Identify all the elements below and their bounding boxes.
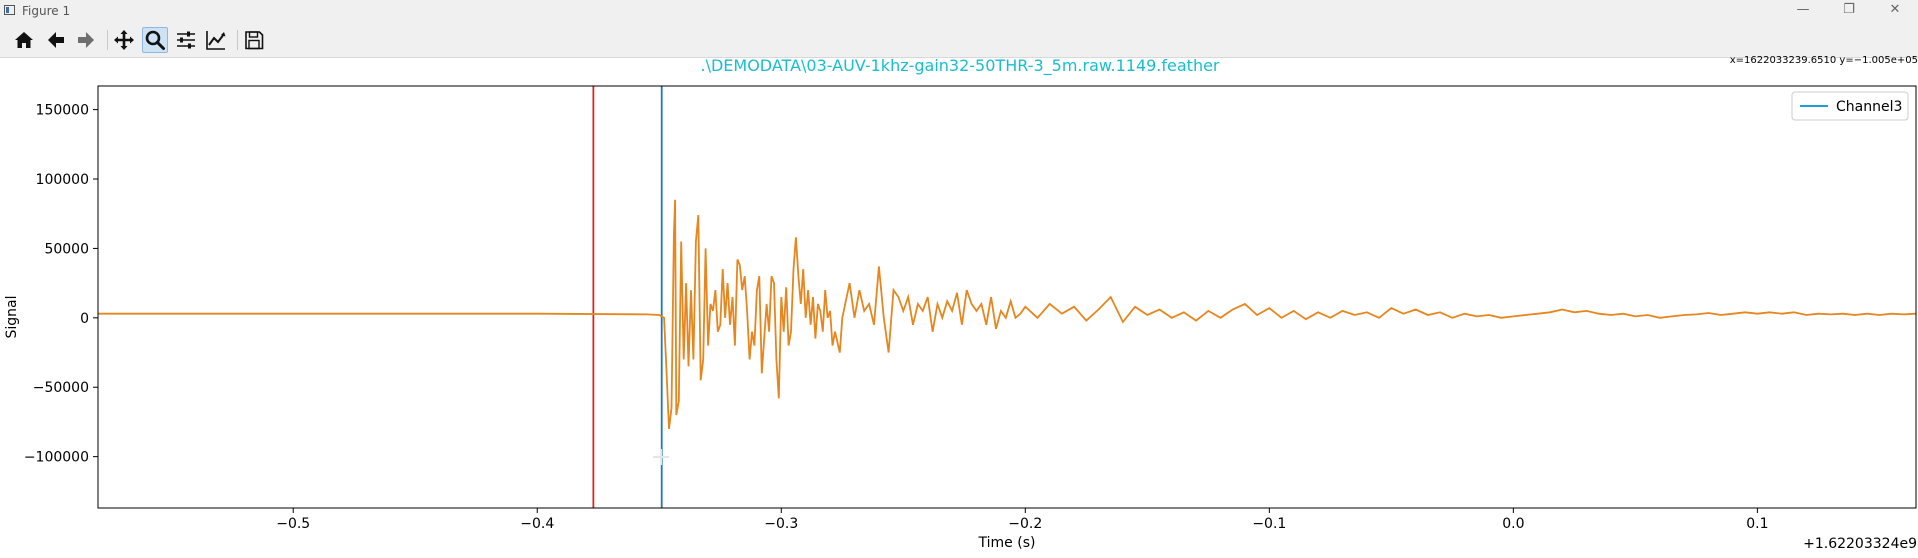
configure-subplots-button[interactable] — [173, 27, 199, 53]
y-axis-ticks: −100000 −50000 0 50000 100000 150000 — [24, 103, 98, 466]
plot-axes[interactable] — [97, 85, 1917, 509]
window-title: Figure 1 — [22, 4, 71, 18]
zoom-crosshair-cursor — [653, 449, 669, 465]
floppy-disk-icon — [245, 31, 264, 50]
y-axis-label: Signal — [4, 295, 20, 338]
magnifier-icon — [145, 30, 165, 50]
forward-button[interactable] — [73, 27, 99, 53]
arrow-right-icon — [78, 32, 94, 48]
x-tick-label: −0.2 — [1008, 516, 1042, 532]
close-button[interactable]: ✕ — [1889, 2, 1901, 17]
pan-button[interactable] — [111, 27, 137, 53]
x-tick-label: 0.0 — [1502, 516, 1524, 532]
x-tick-label: −0.5 — [276, 516, 310, 532]
toolbar-separator — [237, 30, 238, 50]
y-tick-label: 0 — [80, 311, 89, 327]
figure-canvas[interactable]: .\DEMODATA\03-AUV-1khz-gain32-50THR-3_5m… — [0, 58, 1918, 558]
channel3-signal-line — [98, 199, 1917, 430]
chart-title: .\DEMODATA\03-AUV-1khz-gain32-50THR-3_5m… — [700, 58, 1219, 76]
move-icon — [114, 30, 134, 50]
y-tick-label: 100000 — [36, 172, 89, 188]
x-tick-label: −0.1 — [1252, 516, 1286, 532]
figure-app-icon — [4, 5, 15, 15]
sliders-icon — [177, 31, 195, 49]
y-tick-label: −100000 — [24, 450, 89, 466]
x-tick-label: −0.3 — [764, 516, 798, 532]
legend: Channel3 — [1791, 91, 1909, 121]
window-titlebar: Figure 1 — ❐ ✕ — [0, 0, 1918, 22]
x-axis-label: Time (s) — [978, 535, 1036, 551]
y-tick-label: 50000 — [44, 241, 89, 257]
toolbar-separator — [107, 30, 108, 50]
legend-label: Channel3 — [1836, 99, 1902, 115]
minimize-button[interactable]: — — [1796, 2, 1810, 17]
x-axis-offset-text: +1.62203324e9 — [1803, 536, 1917, 552]
zoom-button[interactable] — [142, 27, 168, 53]
save-button[interactable] — [241, 27, 267, 53]
back-button[interactable] — [43, 27, 69, 53]
cursor-coordinates: x=1622033239.6510 y=−1.005e+05 — [1729, 55, 1918, 66]
arrow-left-icon — [48, 32, 64, 48]
y-tick-label: −50000 — [33, 380, 89, 396]
home-button[interactable] — [11, 27, 37, 53]
maximize-button[interactable]: ❐ — [1843, 2, 1855, 17]
legend-box — [1791, 91, 1909, 121]
y-tick-label: 150000 — [36, 103, 89, 119]
x-axis-ticks: −0.5 −0.4 −0.3 −0.2 −0.1 0.0 0.1 — [276, 508, 1769, 532]
line-chart-icon — [206, 31, 226, 50]
navigation-toolbar: x=1622033239.6510 y=−1.005e+05 — [0, 22, 1918, 66]
x-tick-label: −0.4 — [520, 516, 554, 532]
x-tick-label: 0.1 — [1746, 516, 1768, 532]
home-icon — [15, 32, 33, 48]
edit-axis-button[interactable] — [203, 27, 229, 53]
